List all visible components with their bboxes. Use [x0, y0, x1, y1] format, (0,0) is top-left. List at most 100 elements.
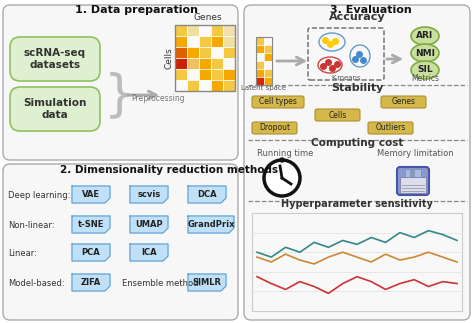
Bar [199, 36, 211, 47]
Bar [175, 58, 187, 69]
Text: Metrics: Metrics [411, 74, 439, 83]
Text: Cells: Cells [328, 110, 346, 120]
Bar [211, 58, 223, 69]
Bar [175, 25, 187, 36]
Text: Genes: Genes [194, 13, 222, 22]
Bar [223, 25, 235, 36]
Text: Latent space: Latent space [241, 85, 286, 91]
Text: Deep learning:: Deep learning: [8, 191, 70, 200]
FancyBboxPatch shape [252, 96, 304, 108]
Text: Cell types: Cell types [259, 98, 297, 107]
Bar [264, 45, 272, 53]
Polygon shape [188, 186, 226, 203]
FancyBboxPatch shape [397, 167, 429, 195]
Text: UMAP: UMAP [135, 220, 163, 229]
Bar [187, 47, 199, 58]
Text: Simulation
data: Simulation data [23, 98, 87, 120]
Text: DCA: DCA [197, 190, 217, 199]
Bar [256, 53, 264, 61]
Bar [256, 37, 264, 45]
Bar [175, 36, 187, 47]
Bar [223, 36, 235, 47]
Bar [223, 58, 235, 69]
Text: ICA: ICA [141, 248, 157, 257]
FancyBboxPatch shape [10, 37, 100, 81]
Bar [211, 69, 223, 80]
Text: PCA: PCA [82, 248, 100, 257]
Text: scRNA-seq
datasets: scRNA-seq datasets [24, 48, 86, 70]
Bar [211, 47, 223, 58]
Bar [211, 36, 223, 47]
Bar [175, 69, 187, 80]
Text: 2. Dimensionality reduction methods: 2. Dimensionality reduction methods [60, 165, 278, 175]
Polygon shape [72, 244, 110, 261]
Bar [175, 47, 187, 58]
Bar [211, 25, 223, 36]
Text: t-SNE: t-SNE [78, 220, 104, 229]
Bar [199, 25, 211, 36]
FancyBboxPatch shape [381, 96, 426, 108]
Text: GrandPrix: GrandPrix [187, 220, 235, 229]
Text: Preprocessing: Preprocessing [131, 94, 185, 103]
Bar [256, 37, 272, 85]
FancyBboxPatch shape [252, 122, 297, 134]
Text: Cells: Cells [164, 47, 173, 69]
Bar [256, 69, 264, 77]
FancyBboxPatch shape [10, 87, 100, 131]
Bar [187, 80, 199, 91]
Text: Accuracy: Accuracy [328, 12, 385, 22]
Bar [187, 25, 199, 36]
Bar [187, 36, 199, 47]
Bar [223, 80, 235, 91]
Bar [264, 69, 272, 77]
Text: scvis: scvis [137, 190, 161, 199]
Text: 1. Data preparation: 1. Data preparation [75, 5, 198, 15]
Text: Dropout: Dropout [259, 123, 290, 132]
Text: NMI: NMI [415, 48, 435, 57]
Bar [264, 53, 272, 61]
Text: SIMLR: SIMLR [192, 278, 221, 287]
Bar [252, 213, 462, 311]
Polygon shape [130, 186, 168, 203]
Bar [256, 45, 264, 53]
FancyBboxPatch shape [368, 122, 413, 134]
Polygon shape [72, 274, 110, 291]
Bar [264, 61, 272, 69]
Bar [410, 169, 415, 177]
Bar [223, 69, 235, 80]
Bar [175, 25, 235, 91]
Bar [256, 61, 264, 69]
Text: SIL: SIL [417, 66, 433, 75]
Bar [199, 47, 211, 58]
Text: Ensemble method:: Ensemble method: [122, 278, 201, 287]
Text: Outliers: Outliers [375, 123, 406, 132]
FancyBboxPatch shape [315, 109, 360, 121]
Text: Linear:: Linear: [8, 248, 37, 257]
Bar [175, 80, 187, 91]
Bar [211, 80, 223, 91]
Text: Running time: Running time [257, 149, 313, 158]
Bar [400, 177, 426, 193]
Text: Genes: Genes [392, 98, 416, 107]
Polygon shape [188, 274, 226, 291]
Text: K-means: K-means [331, 75, 361, 81]
Text: Model-based:: Model-based: [8, 278, 64, 287]
Ellipse shape [411, 27, 439, 45]
FancyBboxPatch shape [3, 164, 238, 320]
Ellipse shape [411, 44, 439, 62]
Bar [223, 47, 235, 58]
Text: Non-linear:: Non-linear: [8, 221, 55, 230]
Text: ARI: ARI [416, 32, 434, 40]
Text: Memory limitation: Memory limitation [377, 149, 453, 158]
Text: Computing cost: Computing cost [311, 138, 403, 148]
FancyBboxPatch shape [244, 5, 470, 320]
Bar [256, 77, 264, 85]
Bar [405, 169, 421, 177]
Text: 3. Evaluation: 3. Evaluation [330, 5, 412, 15]
Bar [264, 37, 272, 45]
Text: ZIFA: ZIFA [81, 278, 101, 287]
Text: VAE: VAE [82, 190, 100, 199]
Polygon shape [188, 216, 234, 233]
Polygon shape [130, 216, 168, 233]
Circle shape [280, 158, 284, 162]
